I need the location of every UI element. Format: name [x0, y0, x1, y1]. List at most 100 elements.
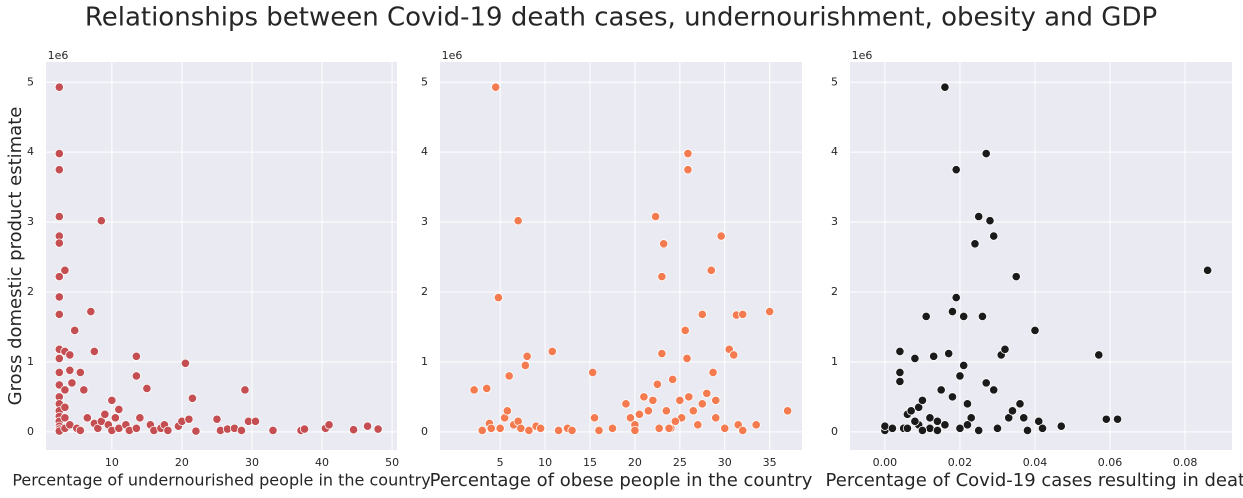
scatter-point: [1203, 265, 1213, 275]
scatter-point: [107, 395, 117, 405]
scatter-point: [54, 292, 64, 302]
scatter-point: [520, 360, 530, 371]
scatter-point: [135, 413, 145, 423]
scatter-point: [362, 421, 373, 431]
scatter-point: [944, 348, 954, 359]
plot-area: [440, 62, 802, 450]
scatter-point: [765, 306, 775, 317]
x-tick-label: 10: [538, 456, 552, 469]
scatter-point: [880, 421, 890, 431]
scatter-point: [1022, 425, 1033, 436]
y-tick-label: 4: [831, 145, 838, 158]
scatter-point: [917, 395, 928, 405]
scatter-point: [783, 406, 793, 416]
scatter-point: [720, 423, 730, 433]
scatter-point: [1034, 416, 1044, 426]
y-tick-label: 5: [831, 75, 838, 88]
scatter-point: [895, 376, 905, 387]
x-tick-label: 0.04: [1023, 456, 1048, 469]
plot-area: [850, 62, 1232, 450]
scatter-point: [54, 211, 64, 222]
y-tick-label: 3: [831, 215, 838, 228]
scatter-point: [75, 367, 85, 377]
scatter-point: [1094, 350, 1104, 360]
y-tick-label: 0: [421, 425, 428, 438]
scatter-point: [236, 425, 247, 436]
scatter-point: [962, 420, 973, 430]
scatter-point: [910, 416, 920, 426]
scatter-point: [989, 231, 999, 241]
scatter-point: [683, 165, 693, 175]
scatter-point: [895, 367, 905, 377]
scatter-point: [373, 424, 383, 434]
y-tick-label: 2: [831, 285, 838, 298]
scatter-point: [936, 385, 946, 395]
scatter-point: [524, 425, 534, 436]
scatter-point: [131, 423, 141, 433]
scatter-point: [547, 346, 557, 357]
x-tick-label: 30: [718, 456, 732, 469]
scatter-point: [299, 424, 310, 434]
scatter-point: [981, 378, 991, 388]
scatter-point: [54, 367, 64, 377]
x-tick-label: 35: [763, 456, 777, 469]
scatter-point: [970, 239, 980, 249]
scatter-point: [60, 385, 70, 395]
scatter-point: [940, 420, 950, 430]
scatter-point: [594, 425, 604, 436]
scatter-point: [110, 413, 120, 423]
scatter-point: [925, 423, 935, 433]
x-tick-label: 20: [628, 456, 642, 469]
scatter-point: [607, 423, 618, 433]
y-tick-label: 3: [421, 215, 428, 228]
scatter-point: [706, 265, 716, 275]
scatter-point: [1019, 413, 1029, 423]
scatter-point: [1015, 399, 1025, 409]
scatter-point: [486, 423, 496, 433]
scatter-point: [661, 406, 671, 416]
scatter-point: [1004, 413, 1014, 423]
scatter-point: [711, 413, 721, 423]
scatter-point: [1037, 423, 1048, 433]
y-offset-label: 1e6: [852, 49, 873, 62]
scatter-point: [966, 413, 976, 423]
scatter-point: [1056, 421, 1066, 431]
scatter-point: [60, 413, 70, 423]
scatter-point: [947, 306, 958, 317]
scatter-point: [54, 165, 64, 175]
scatter-point: [914, 402, 924, 412]
scatter-point: [495, 423, 505, 433]
y-tick-label: 5: [27, 75, 34, 88]
scatter-point: [86, 306, 96, 317]
scatter-point: [693, 420, 703, 430]
scatter-point: [553, 425, 564, 436]
scatter-point: [184, 414, 194, 424]
scatter-point: [1112, 414, 1123, 424]
scatter-point: [469, 385, 479, 395]
y-axis-label: Gross domestic product estimate: [5, 107, 26, 406]
scatter-point: [65, 350, 75, 360]
scatter-point: [929, 351, 939, 361]
scatter-point: [588, 367, 598, 377]
scatter-point: [491, 82, 501, 92]
x-tick-label: 20: [175, 456, 189, 469]
scatter-point: [697, 309, 707, 319]
scatter-point: [683, 148, 693, 159]
scatter-point: [992, 423, 1003, 433]
x-tick-label: 0.08: [1173, 456, 1198, 469]
scatter-point: [82, 413, 92, 423]
scatter-point: [682, 353, 692, 364]
scatter-point: [75, 425, 85, 436]
scatter-point: [887, 423, 898, 433]
scatter-point: [589, 413, 600, 423]
x-tick-label: 0.02: [948, 456, 973, 469]
scatter-point: [708, 367, 718, 377]
x-axis-label: Percentage of Covid-19 cases resulting i…: [826, 470, 1243, 491]
scatter-point: [981, 148, 991, 159]
scatter-point: [522, 351, 532, 361]
scatter-point: [711, 395, 721, 405]
x-tick-label: 25: [673, 456, 687, 469]
scatter-point: [114, 404, 124, 415]
scatter-point: [516, 423, 526, 433]
scatter-point: [348, 425, 359, 435]
